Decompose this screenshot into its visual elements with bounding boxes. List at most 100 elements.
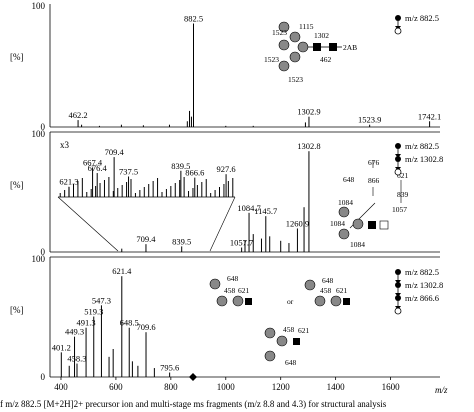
peak-label: 709.4 xyxy=(136,234,156,244)
inset-peak-label: 737.5 xyxy=(119,166,138,176)
inset-peak-label: 667.4 xyxy=(83,157,103,167)
panel-1-ytick-top: 100 xyxy=(32,1,46,11)
svg-text:1523: 1523 xyxy=(288,75,303,84)
glycan-structure-panel-1: 1523 1115 1523 1523 1302 462 2AB xyxy=(264,21,357,84)
panel-2-inset-bars xyxy=(59,157,234,197)
x-tick-label: 800 xyxy=(164,382,178,392)
msn-label: m/z 882.5 xyxy=(405,13,439,23)
peak-label: 1145.7 xyxy=(254,206,277,216)
msn-label: m/z 882.5 xyxy=(405,267,439,277)
panel-2-ytick-top: 100 xyxy=(32,129,46,139)
glycan-structure-panel-2: 676 648 866 621 839 1084 1057 1084 1084 xyxy=(330,158,409,249)
figure-caption: f m/z 882.5 [M+2H]2+ precursor ion and m… xyxy=(0,399,387,409)
inset-peak-label: 866.6 xyxy=(185,168,204,178)
msn-precursor-dot xyxy=(395,269,401,275)
x-tick-label: 1200 xyxy=(272,382,291,392)
svg-text:866: 866 xyxy=(368,176,380,185)
inset-peak-label: 927.6 xyxy=(217,164,236,174)
svg-text:458: 458 xyxy=(283,325,295,334)
msn-product-circle xyxy=(394,168,402,176)
peak-label: 709.6 xyxy=(136,322,155,332)
msn-precursor-dot xyxy=(395,156,401,162)
peak-label: 458.3 xyxy=(67,354,86,364)
msn-precursor-dot xyxy=(395,143,401,149)
x-tick-label: 1600 xyxy=(382,382,401,392)
svg-text:1057: 1057 xyxy=(392,205,407,214)
peak-label: 449.3 xyxy=(65,327,84,337)
peak-label: 1260.9 xyxy=(286,218,309,228)
precursor-diamond-marker xyxy=(189,373,197,381)
panel-1-peak-labels: 462.2 882.5 1302.9 1523.9 1742.1 xyxy=(69,14,442,125)
inset-peak-label: 839.5 xyxy=(171,161,190,171)
svg-text:621: 621 xyxy=(397,171,409,180)
peak-label: 839.5 xyxy=(172,236,191,246)
svg-text:676: 676 xyxy=(368,158,380,167)
msn-label: m/z 882.5 xyxy=(405,141,439,151)
msn-precursor-dot xyxy=(395,282,401,288)
peak-label: 882.5 xyxy=(184,14,203,24)
msn-precursor-dot xyxy=(395,15,401,21)
svg-text:1084: 1084 xyxy=(350,240,365,249)
panel-2-zoom-label: x3 xyxy=(60,140,70,150)
msn-label: m/z 866.6 xyxy=(405,293,439,303)
svg-text:or: or xyxy=(287,297,294,306)
svg-text:648: 648 xyxy=(285,358,297,367)
x-tick-label: 1400 xyxy=(327,382,346,392)
msn-precursor-dot xyxy=(395,295,401,301)
peak-label: 491.3 xyxy=(76,318,95,328)
panel-1-ylabel: [%] xyxy=(10,52,24,62)
x-tick-label: 1000 xyxy=(217,382,236,392)
panel-1-ytick-bottom: 0 xyxy=(41,122,46,132)
svg-text:1084: 1084 xyxy=(338,198,353,207)
svg-text:621: 621 xyxy=(336,286,348,295)
panel-2-bars xyxy=(121,151,310,252)
svg-text:1302: 1302 xyxy=(314,31,329,40)
x-axis-label: m/z xyxy=(435,385,448,395)
panel-2-msn-path: m/z 882.5 m/z 1302.8 xyxy=(394,141,443,176)
msn-label: m/z 1302.8 xyxy=(405,280,443,290)
inset-peak-label: 621.3 xyxy=(59,177,78,187)
svg-text:839: 839 xyxy=(397,190,409,199)
zoom-guide-left xyxy=(57,196,119,252)
panel-1-msn-path: m/z 882.5 xyxy=(394,13,439,35)
peak-label: 1057.7 xyxy=(230,238,253,248)
panel-2-ytick-bottom: 0 xyxy=(41,247,46,257)
panel-3-ylabel: [%] xyxy=(10,305,24,315)
panel-1-bars xyxy=(77,23,431,127)
msn-label: m/z 1302.8 xyxy=(405,154,443,164)
x-tick-label: 600 xyxy=(109,382,123,392)
svg-text:462: 462 xyxy=(320,55,332,64)
svg-text:1084: 1084 xyxy=(330,219,345,228)
panel-3-msn-path: m/z 882.5 m/z 1302.8 m/z 866.6 xyxy=(394,267,443,315)
peak-label: 519.3 xyxy=(84,307,103,317)
svg-text:648: 648 xyxy=(322,276,334,285)
msn-product-circle xyxy=(394,307,402,315)
peak-label: 1302.9 xyxy=(297,107,320,117)
x-tick-label: 400 xyxy=(54,382,68,392)
peak-label: 621.4 xyxy=(112,266,132,276)
peak-label: 1302.8 xyxy=(297,141,320,151)
peak-label: 1523.9 xyxy=(358,115,381,125)
panel-2-ylabel: [%] xyxy=(10,180,24,190)
panel-3-ytick-bottom: 0 xyxy=(41,372,46,382)
svg-text:1115: 1115 xyxy=(299,22,314,31)
peak-label: 547.3 xyxy=(92,295,111,305)
panel-3-ytick-top: 100 xyxy=(32,254,46,264)
panel-2: 100 0 [%] x3 709.4 839.5 1057.7 1084.71145.… xyxy=(10,129,440,257)
svg-text:458: 458 xyxy=(320,286,332,295)
svg-text:621: 621 xyxy=(238,286,250,295)
svg-text:621: 621 xyxy=(298,326,310,335)
peak-label: 401.2 xyxy=(52,342,71,352)
svg-text:1523: 1523 xyxy=(264,55,279,64)
glycan-structure-panel-3: 648 458 621 or 648 458 621 458 621 648 xyxy=(209,274,350,367)
svg-text:458: 458 xyxy=(224,286,236,295)
svg-text:648: 648 xyxy=(343,175,355,184)
msn-product-circle xyxy=(394,27,402,35)
panel-3-bars xyxy=(60,276,171,377)
inset-peak-label: 676.4 xyxy=(88,163,108,173)
